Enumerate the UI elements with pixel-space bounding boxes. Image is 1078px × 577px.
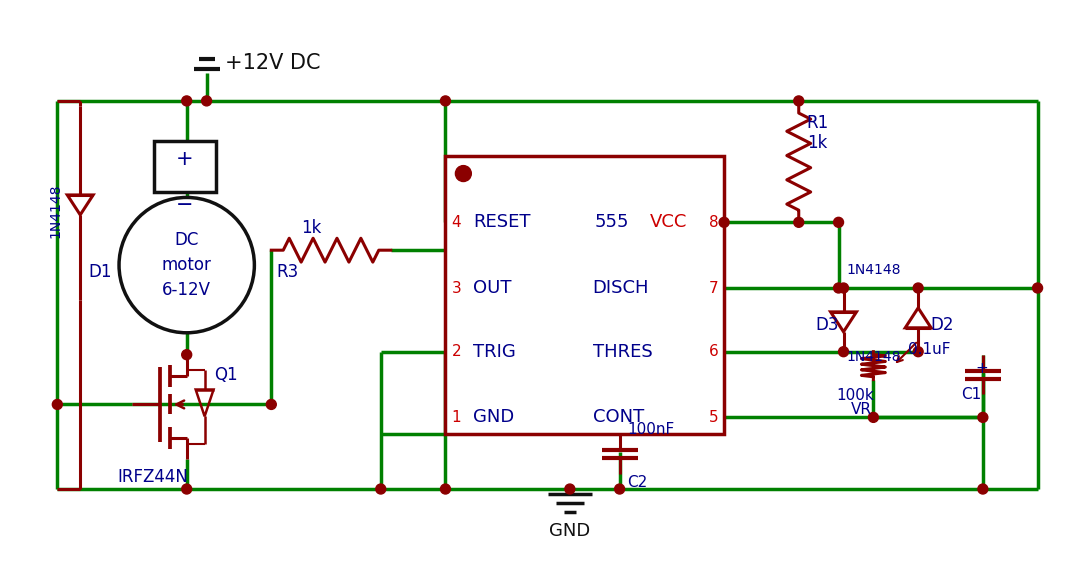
- Text: 6: 6: [708, 344, 718, 359]
- Text: 1N4148: 1N4148: [846, 350, 901, 364]
- Text: 1: 1: [452, 410, 461, 425]
- Text: DC
motor
6-12V: DC motor 6-12V: [162, 231, 211, 299]
- Text: IRFZ44N: IRFZ44N: [118, 468, 188, 486]
- Text: 7: 7: [708, 280, 718, 295]
- Text: 0.1uF: 0.1uF: [908, 342, 951, 357]
- Circle shape: [614, 484, 624, 494]
- Text: Q1: Q1: [215, 366, 238, 384]
- Text: +: +: [975, 361, 987, 376]
- Circle shape: [182, 96, 192, 106]
- Circle shape: [833, 283, 843, 293]
- Text: VR: VR: [851, 402, 872, 417]
- Circle shape: [119, 197, 254, 333]
- Text: VCC: VCC: [649, 213, 687, 231]
- Text: OUT: OUT: [473, 279, 512, 297]
- Circle shape: [182, 484, 192, 494]
- Circle shape: [376, 484, 386, 494]
- Text: 1N4148: 1N4148: [49, 183, 63, 238]
- Text: 1k: 1k: [301, 219, 321, 237]
- Text: +: +: [176, 149, 194, 168]
- Text: 3: 3: [452, 280, 461, 295]
- Text: −: −: [176, 196, 193, 215]
- Text: 5: 5: [708, 410, 718, 425]
- Circle shape: [978, 484, 987, 494]
- Text: D1: D1: [88, 263, 112, 281]
- Text: C1: C1: [960, 387, 981, 402]
- Text: TRIG: TRIG: [473, 343, 516, 361]
- Bar: [154, 141, 216, 193]
- Circle shape: [1033, 283, 1042, 293]
- Text: GND: GND: [549, 522, 591, 540]
- Text: 100nF: 100nF: [627, 422, 675, 437]
- Circle shape: [182, 350, 192, 359]
- Circle shape: [441, 484, 451, 494]
- Circle shape: [266, 399, 276, 410]
- Bar: [445, 156, 724, 434]
- Text: 4: 4: [452, 215, 461, 230]
- Circle shape: [978, 413, 987, 422]
- Circle shape: [793, 96, 804, 106]
- Circle shape: [833, 218, 843, 227]
- Text: R3: R3: [276, 263, 299, 281]
- Circle shape: [839, 283, 848, 293]
- Text: 8: 8: [708, 215, 718, 230]
- Text: THRES: THRES: [593, 343, 652, 361]
- Circle shape: [565, 484, 575, 494]
- Text: D2: D2: [930, 316, 954, 334]
- Text: R1: R1: [806, 114, 829, 132]
- Text: 2: 2: [452, 344, 461, 359]
- Text: 100k: 100k: [837, 388, 874, 403]
- Text: DISCH: DISCH: [593, 279, 649, 297]
- Text: CONT: CONT: [593, 409, 644, 426]
- Circle shape: [793, 218, 804, 227]
- Text: C2: C2: [627, 474, 648, 489]
- Text: GND: GND: [473, 409, 514, 426]
- Circle shape: [441, 96, 451, 106]
- Text: 1k: 1k: [806, 134, 827, 152]
- Circle shape: [913, 283, 923, 293]
- Text: 1N4148: 1N4148: [846, 263, 901, 277]
- Text: D3: D3: [815, 316, 839, 334]
- Text: +12V DC: +12V DC: [224, 53, 320, 73]
- Circle shape: [869, 413, 879, 422]
- Circle shape: [53, 399, 63, 410]
- Circle shape: [202, 96, 211, 106]
- Circle shape: [913, 347, 923, 357]
- Text: 555: 555: [595, 213, 630, 231]
- Circle shape: [455, 166, 471, 182]
- Circle shape: [719, 218, 729, 227]
- Text: RESET: RESET: [473, 213, 530, 231]
- Circle shape: [839, 347, 848, 357]
